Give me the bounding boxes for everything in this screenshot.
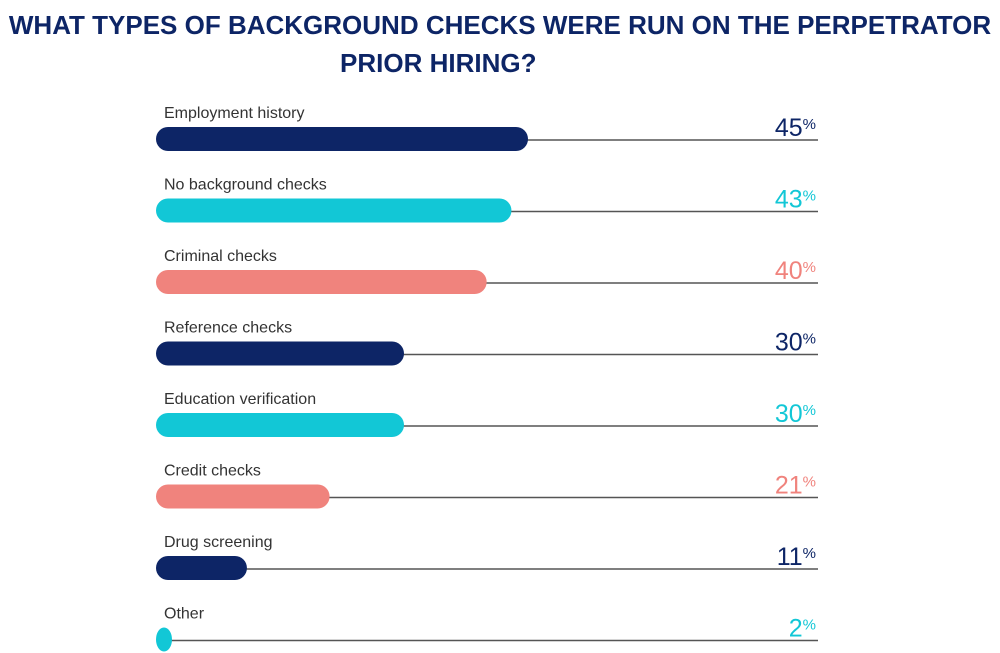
bar-0 [156, 127, 528, 151]
category-label-1: No background checks [164, 177, 327, 194]
value-label-1: 43% [775, 186, 816, 214]
bar-6 [156, 556, 247, 580]
value-label-2: 40% [775, 257, 816, 285]
value-label-6: 11% [777, 543, 816, 571]
bar-1 [156, 198, 512, 223]
value-label-7: 2% [789, 615, 816, 643]
bar-2 [156, 270, 487, 294]
value-label-0: 45% [775, 114, 816, 142]
category-label-2: Criminal checks [164, 248, 277, 265]
category-label-3: Reference checks [164, 320, 292, 337]
bar-4 [156, 413, 404, 437]
category-label-5: Credit checks [164, 463, 261, 480]
category-label-4: Education verification [164, 391, 316, 408]
value-label-4: 30% [775, 400, 816, 428]
chart-title-line-2: PRIOR HIRING? [340, 48, 537, 78]
bar-7 [156, 627, 172, 652]
chart-title: WHAT TYPES OF BACKGROUND CHECKS WERE RUN… [0, 6, 1000, 82]
value-label-3: 30% [775, 329, 816, 357]
category-label-6: Drug screening [164, 534, 273, 551]
category-label-7: Other [164, 606, 205, 623]
bar-5 [156, 484, 330, 509]
value-label-5: 21% [775, 472, 816, 500]
chart-title-line-1: WHAT TYPES OF BACKGROUND CHECKS WERE RUN… [8, 10, 992, 40]
bar-3 [156, 341, 404, 366]
category-label-0: Employment history [164, 105, 305, 122]
